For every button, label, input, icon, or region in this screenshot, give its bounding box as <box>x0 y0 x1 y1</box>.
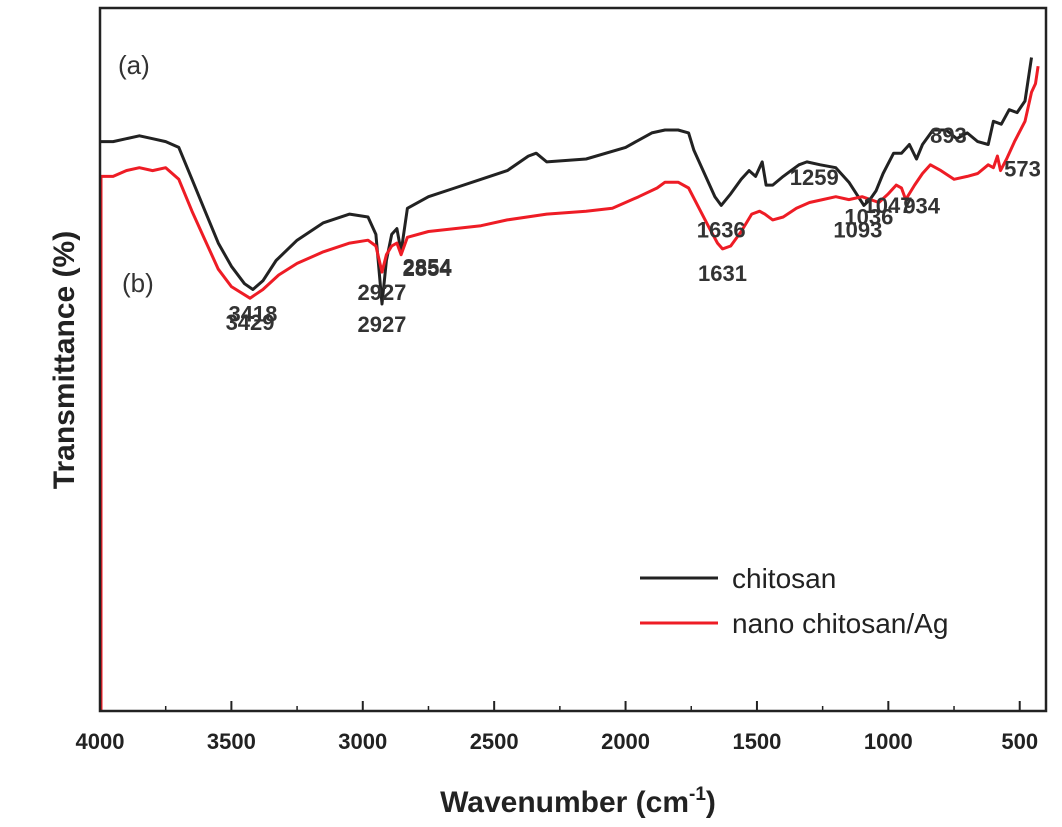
panel-label-a: (a) <box>118 50 150 80</box>
x-tick-label: 500 <box>1001 729 1038 754</box>
peak-label: 1036 <box>844 205 893 230</box>
plot-frame <box>98 6 1048 713</box>
peak-label: 1093 <box>833 217 882 242</box>
x-tick-label: 3500 <box>207 729 256 754</box>
legend: chitosan nano chitosan/Ag <box>640 563 948 639</box>
legend-label-nano-chitosan-ag: nano chitosan/Ag <box>732 608 948 639</box>
peak-label: 2927 <box>357 280 406 305</box>
peak-label: 2927 <box>357 312 406 337</box>
peak-label: 3429 <box>226 310 275 335</box>
x-tick-label: 1500 <box>732 729 781 754</box>
x-tick-label: 1000 <box>864 729 913 754</box>
x-tick-label: 4000 <box>76 729 125 754</box>
panel-label-b: (b) <box>122 268 154 298</box>
peak-label: 1636 <box>697 217 746 242</box>
legend-label-chitosan: chitosan <box>732 563 836 594</box>
series-line-chitosan <box>100 57 1033 306</box>
y-axis-title: Transmittance (%) <box>48 231 81 489</box>
x-axis-title-main: Wavenumber (cm <box>440 786 689 819</box>
x-tick-label: 2500 <box>470 729 519 754</box>
peak-label: 893 <box>930 123 967 148</box>
x-axis-title-close: ) <box>706 786 716 819</box>
x-axis-ticks: 4000 3500 3000 2500 2000 1500 1000 500 <box>76 701 1038 754</box>
peak-label: 1259 <box>790 165 839 190</box>
x-tick-label: 2000 <box>601 729 650 754</box>
peak-label: 573 <box>1004 157 1041 182</box>
peak-label: 2854 <box>403 255 453 280</box>
peak-annotations: 3418 292728541636125910931047893342929272… <box>226 123 1041 337</box>
peak-label: 3418 <box>228 302 277 327</box>
peak-label: 934 <box>903 194 940 219</box>
x-tick-label: 3000 <box>338 729 387 754</box>
x-axis-title-exponent: -1 <box>689 784 706 805</box>
peak-label: 1631 <box>698 261 747 286</box>
peak-label: 1047 <box>864 193 913 218</box>
series-line-nano-chitosan-ag <box>100 65 1040 300</box>
peak-label: 2854 <box>403 256 453 281</box>
x-axis-title: Wavenumber (cm-1) <box>440 784 716 819</box>
